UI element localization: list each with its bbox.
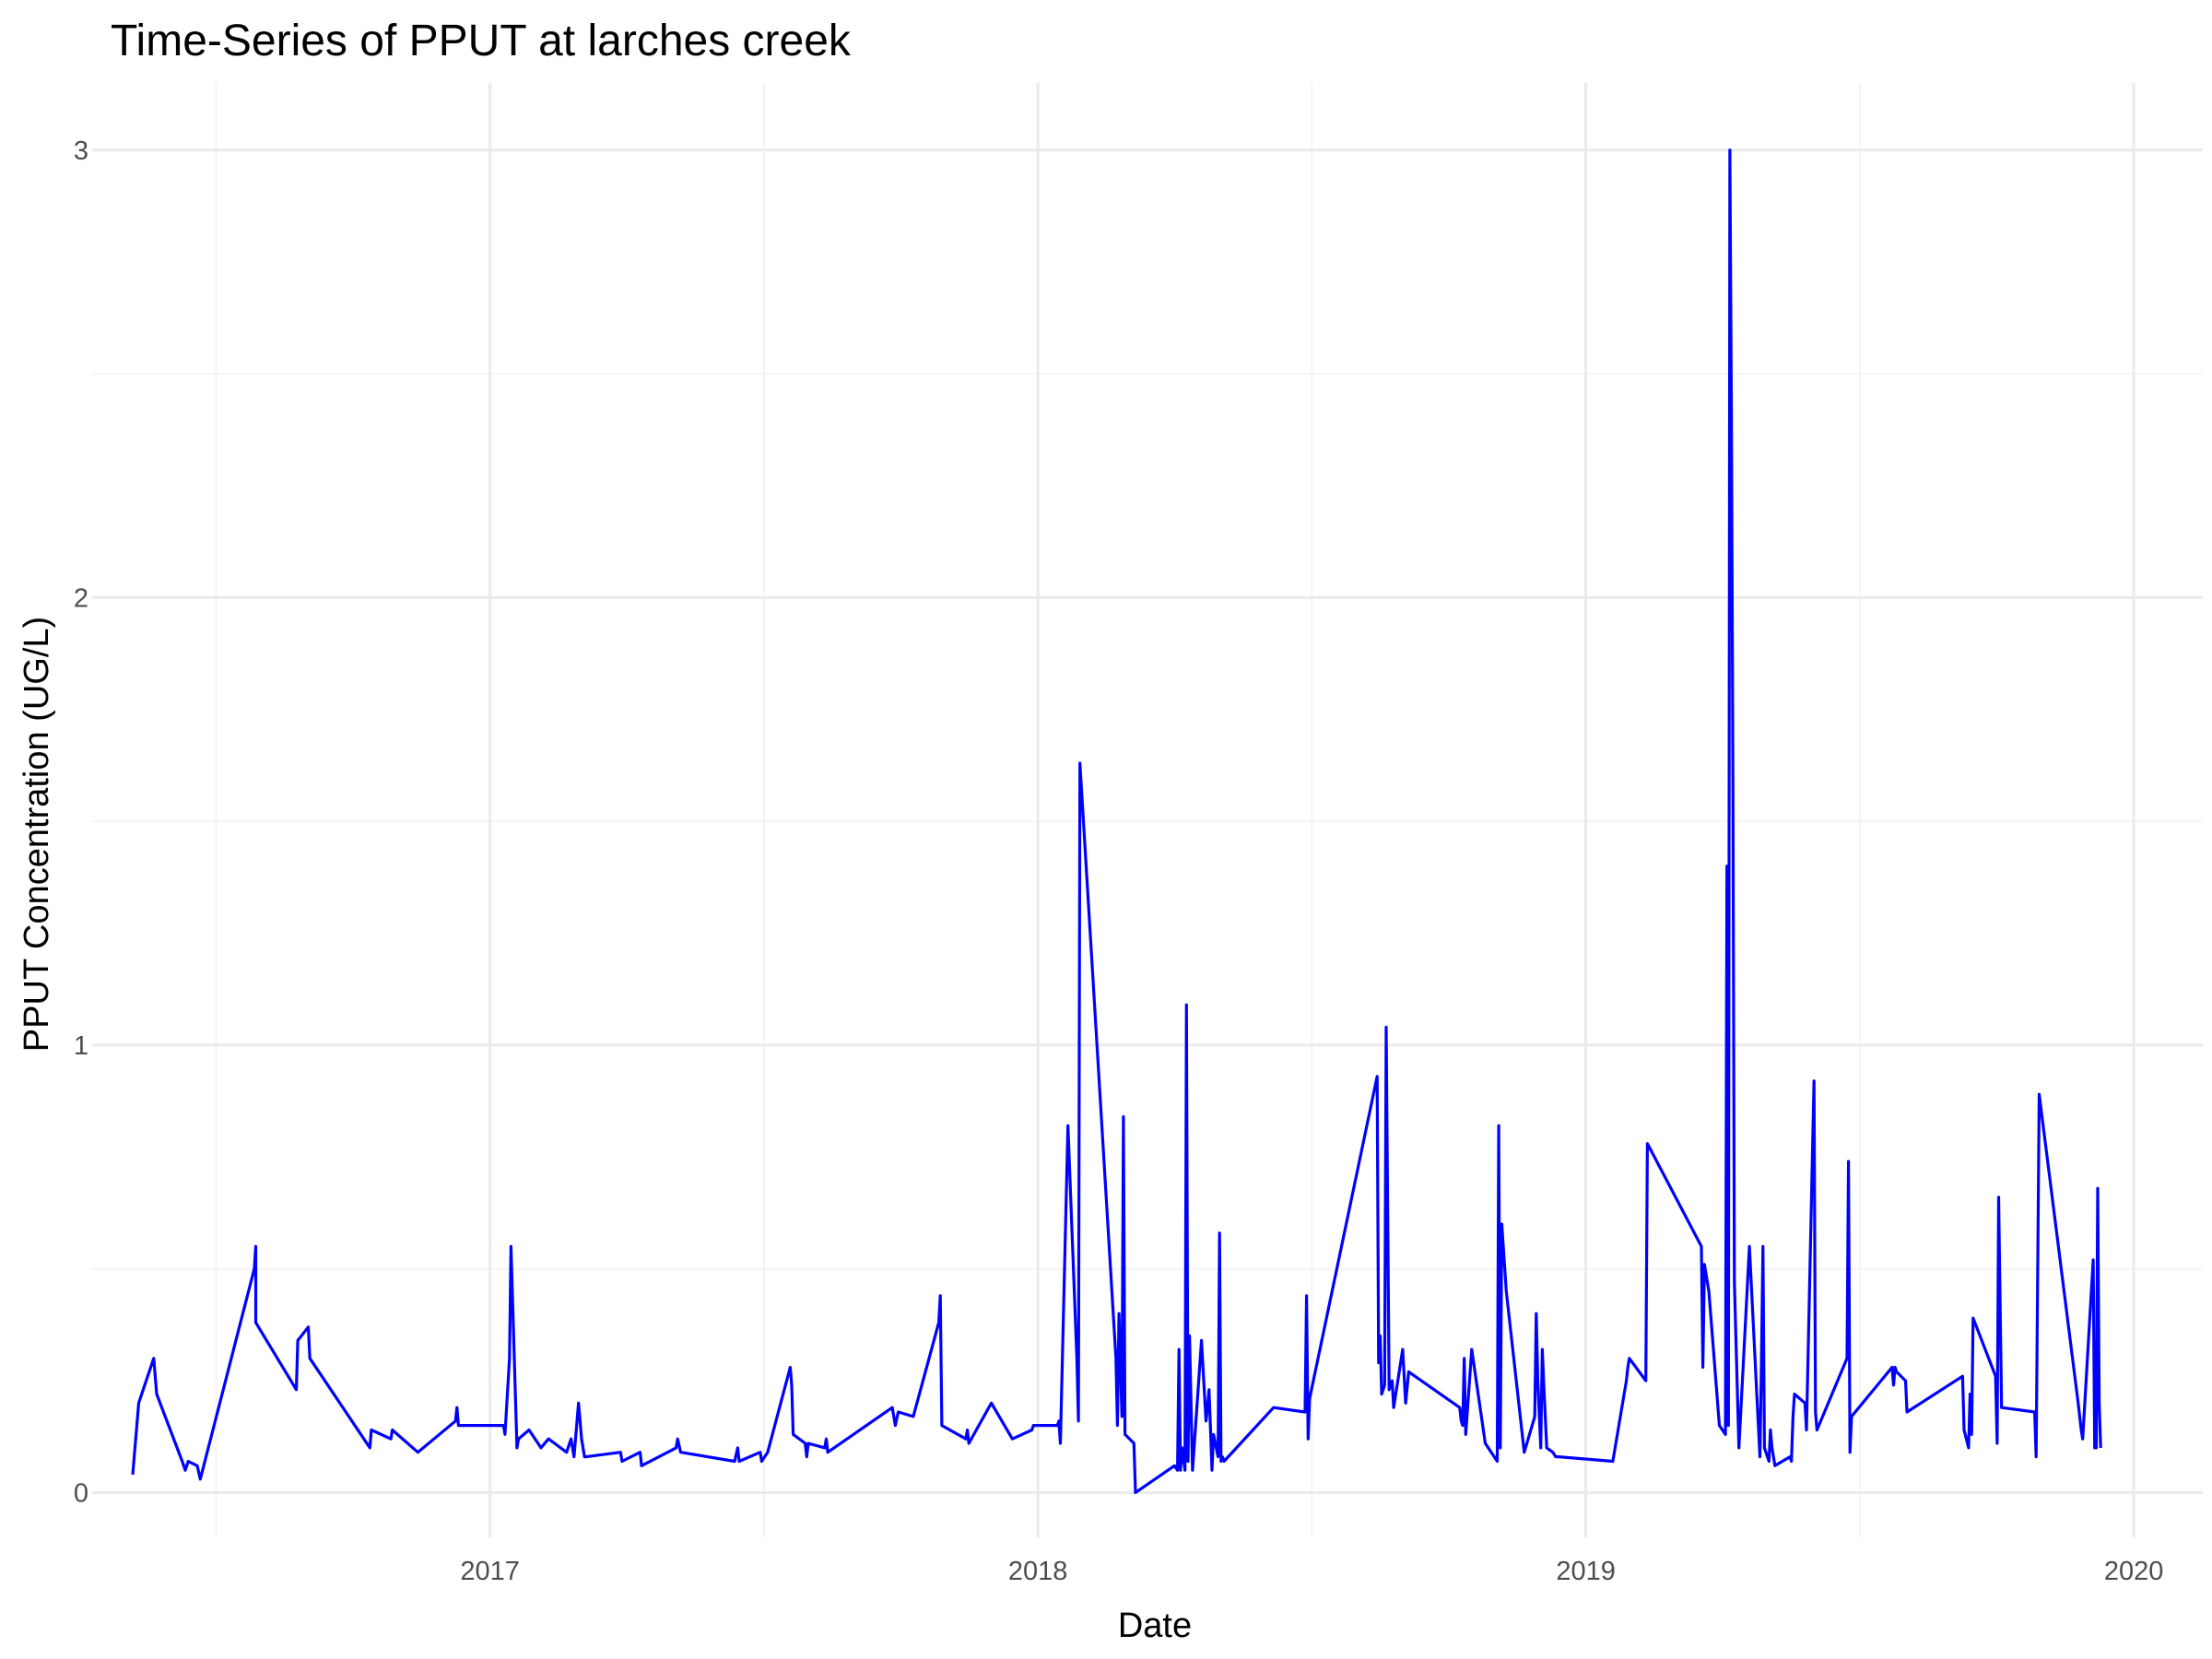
chart-title: Time-Series of PPUT at larches creek bbox=[111, 17, 852, 65]
major-gridlines bbox=[92, 83, 2203, 1537]
y-tick-label: 0 bbox=[74, 1478, 88, 1508]
x-tick-label: 2019 bbox=[1556, 1557, 1616, 1586]
y-tick-label: 3 bbox=[74, 136, 88, 166]
y-axis-title: PPUT Concentration (UG/L) bbox=[18, 617, 56, 1052]
x-tick-label: 2018 bbox=[1008, 1557, 1068, 1586]
y-tick-label: 2 bbox=[74, 583, 88, 613]
y-tick-labels: 0 1 2 3 bbox=[74, 136, 88, 1509]
series-layer bbox=[131, 148, 2102, 1495]
minor-gridlines bbox=[92, 83, 2203, 1537]
series-line bbox=[131, 148, 2102, 1495]
x-tick-labels: 2017 2018 2019 2020 bbox=[460, 1557, 2163, 1586]
x-axis-title: Date bbox=[1118, 1606, 1192, 1645]
x-tick-label: 2020 bbox=[2104, 1557, 2164, 1586]
x-tick-label: 2017 bbox=[460, 1557, 520, 1586]
y-tick-label: 1 bbox=[74, 1031, 88, 1061]
